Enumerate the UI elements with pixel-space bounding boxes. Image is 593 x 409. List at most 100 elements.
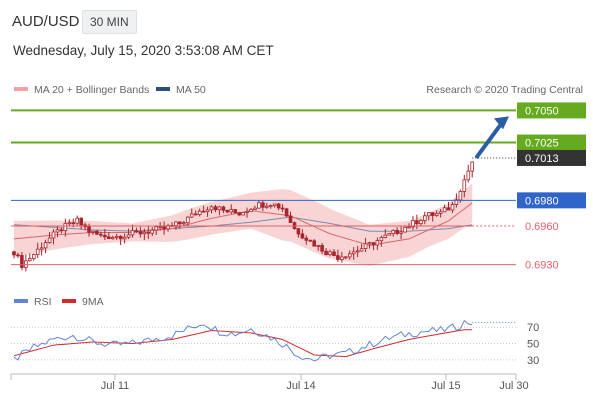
candle-body: [95, 230, 99, 235]
chart-header: AUD/USD 30 MIN Wednesday, July 15, 2020 …: [0, 0, 593, 70]
ma20-legend-label: MA 20 + Bollinger Bands: [34, 84, 149, 96]
candle-body: [225, 209, 230, 213]
candle-body: [162, 226, 166, 230]
candle-body: [426, 212, 431, 217]
candle-body: [371, 242, 376, 246]
candle-body: [12, 251, 16, 256]
candle-body: [32, 254, 36, 259]
candle-body: [367, 242, 372, 245]
level-tag: [517, 134, 586, 151]
candle-body: [359, 248, 364, 252]
candle-body: [178, 221, 182, 225]
candle-body: [336, 255, 340, 260]
candle-body: [415, 220, 419, 224]
candle-body: [470, 161, 474, 172]
x-axis-ticks: Jul 11 Jul 14 Jul 15 Jul 30: [10, 374, 529, 392]
candle-body: [284, 208, 289, 217]
x-tick-label: Jul 11: [101, 380, 130, 392]
candle-body: [458, 190, 463, 201]
candle-body: [375, 240, 380, 246]
candle-body: [391, 229, 395, 234]
candle-body: [276, 203, 281, 209]
candle-body: [355, 250, 360, 253]
candle-body: [71, 222, 76, 225]
rsi-ma-line: [13, 329, 473, 358]
rsi-plot: 70 50 30: [11, 319, 539, 367]
projection-arrowhead: [494, 116, 509, 130]
level-label: 0.7050: [525, 105, 559, 117]
candle-body: [434, 212, 439, 216]
candle-body: [280, 207, 285, 210]
candle-body: [363, 243, 368, 250]
candle-body: [261, 202, 265, 208]
candle-body: [328, 251, 332, 255]
candle-body: [154, 226, 159, 231]
candle-body: [146, 231, 151, 234]
candle-body: [35, 248, 40, 255]
candle-body: [114, 235, 119, 238]
candle-body: [351, 251, 356, 255]
rsi-legend-swatch: [14, 299, 28, 303]
level-tag: [517, 192, 586, 209]
candle-body: [189, 213, 194, 218]
candle-body: [419, 220, 423, 224]
candle-body: [438, 211, 443, 214]
candle-body: [103, 234, 107, 238]
candle-body: [201, 210, 206, 213]
candle-body: [407, 226, 411, 229]
candle-body: [411, 220, 415, 228]
candle-body: [320, 244, 324, 252]
candle-body: [126, 234, 131, 238]
projection-arrow: [474, 120, 505, 159]
price-plot: [12, 161, 474, 272]
candle-body: [118, 235, 123, 240]
candle-body: [316, 244, 320, 247]
candle-body: [51, 231, 56, 239]
candle-body: [87, 226, 91, 233]
candle-body: [272, 203, 277, 207]
candle-body: [233, 209, 238, 214]
candle-body: [264, 205, 269, 208]
candle-body: [55, 229, 60, 233]
candle-body: [158, 226, 163, 229]
candle-body: [47, 237, 52, 243]
timeframe-button[interactable]: 30 MIN: [82, 10, 137, 34]
candle-body: [237, 212, 242, 216]
price-levels: 0.7050 0.7025 0.7013 0.6980 0.6960 0.6930: [11, 102, 586, 272]
ma9-legend-label: 9MA: [82, 296, 104, 308]
level-tag: [517, 102, 586, 119]
candle-body: [138, 231, 143, 235]
x-tick-label: Jul 30: [499, 380, 528, 392]
candle-body: [249, 209, 253, 212]
ma50-legend-swatch: [156, 87, 170, 91]
level-label: 0.6930: [525, 260, 559, 272]
ma20-legend-swatch: [14, 87, 28, 91]
candle-body: [107, 236, 111, 240]
candle-body: [59, 229, 64, 232]
level-label: 0.6980: [525, 195, 559, 207]
candle-body: [462, 179, 467, 192]
candle-body: [268, 205, 273, 208]
ma9-legend-swatch: [62, 299, 76, 303]
x-tick-label: Jul 14: [286, 380, 315, 392]
candle-body: [450, 204, 455, 211]
candle-body: [253, 207, 257, 210]
candle-body: [197, 210, 202, 215]
current-price-tag: [517, 149, 586, 166]
candle-body: [91, 230, 95, 233]
candle-body: [221, 206, 226, 211]
candle-body: [399, 231, 403, 234]
candle-body: [63, 223, 68, 232]
candle-body: [217, 206, 222, 211]
bollinger-band: [14, 183, 473, 266]
candle-body: [174, 221, 178, 226]
candle-body: [245, 210, 249, 213]
candle-body: [324, 250, 328, 256]
candle-body: [446, 207, 451, 211]
candle-body: [308, 239, 313, 242]
candle-body: [430, 212, 435, 216]
candle-body: [229, 209, 234, 213]
candle-body: [422, 215, 427, 221]
candle-body: [20, 255, 24, 268]
